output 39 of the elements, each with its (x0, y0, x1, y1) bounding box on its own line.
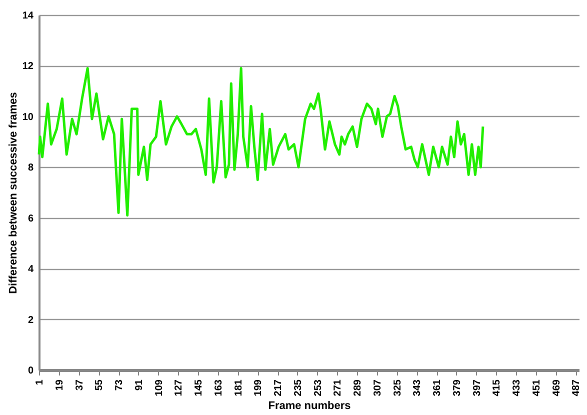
x-tick-label: 307 (372, 379, 384, 396)
y-tick-label: 0 (28, 366, 34, 376)
x-tick-label: 271 (332, 379, 344, 396)
y-tick-label: 8 (28, 162, 34, 174)
line-series (38, 67, 484, 217)
y-tick-label: 6 (28, 213, 34, 224)
x-tick-label: 199 (253, 379, 264, 396)
x-tick-label: 379 (452, 379, 463, 396)
x-tick-label: 1 (34, 379, 46, 386)
x-tick-label: 91 (134, 379, 145, 391)
x-tick-label: 55 (94, 379, 106, 391)
y-tick-label: 14 (22, 10, 34, 22)
y-axis-title: Difference between successive frames (7, 92, 20, 294)
x-tick-label: 343 (412, 379, 424, 396)
x-tick-label: 451 (531, 379, 542, 396)
x-tick-label: 469 (551, 379, 562, 396)
x-tick-label: 181 (233, 379, 244, 396)
x-tick-label: 289 (352, 379, 364, 396)
y-tick-label: 10 (22, 112, 34, 123)
y-tick-label: 12 (22, 61, 34, 72)
x-tick-label: 217 (273, 379, 284, 396)
y-tick-label: 2 (28, 314, 34, 326)
x-tick-label: 433 (512, 379, 523, 396)
x-tick-label: 361 (432, 379, 444, 396)
x-tick-label: 487 (571, 379, 582, 396)
x-tick-label: 19 (54, 379, 66, 391)
x-tick-label: 145 (194, 379, 205, 396)
x-tick-label: 109 (154, 379, 165, 396)
y-tick-label: 4 (28, 264, 34, 276)
x-tick-label: 415 (492, 379, 503, 396)
x-tick-label: 253 (312, 379, 324, 396)
x-axis-title: Frame numbers (268, 400, 351, 412)
x-tick-label: 325 (392, 379, 404, 396)
x-tick-label: 235 (292, 379, 304, 396)
x-tick-label: 163 (213, 379, 224, 396)
x-tick-label: 397 (472, 379, 483, 396)
x-tick-label: 127 (174, 379, 185, 396)
x-tick-label: 37 (74, 379, 86, 391)
x-tick-label: 73 (114, 379, 126, 391)
